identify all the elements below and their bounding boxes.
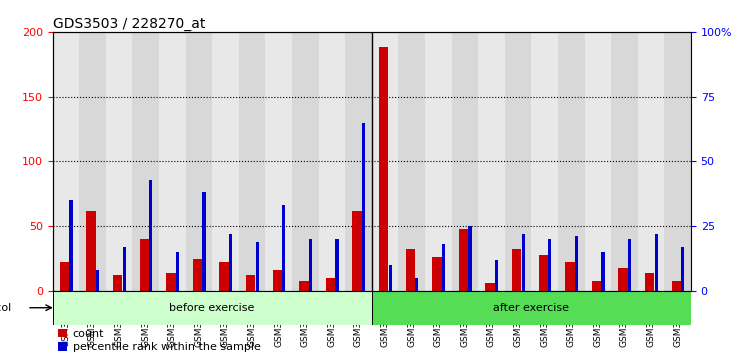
Bar [379, 47, 388, 291]
Bar [442, 244, 445, 291]
Bar [229, 234, 232, 291]
Bar [122, 247, 126, 291]
Bar [512, 250, 521, 291]
Text: protocol: protocol [0, 303, 11, 313]
Bar [575, 236, 578, 291]
Bar [372, 32, 398, 291]
Bar [522, 234, 525, 291]
Bar [628, 239, 631, 291]
Bar [406, 250, 415, 291]
Bar [166, 273, 176, 291]
Bar [203, 193, 206, 291]
Text: GDS3503 / 228270_at: GDS3503 / 228270_at [53, 17, 205, 31]
Bar [255, 242, 259, 291]
Bar [86, 211, 96, 291]
Bar [558, 32, 584, 291]
Bar [292, 32, 318, 291]
Bar [478, 32, 505, 291]
Bar [584, 32, 611, 291]
Bar [592, 280, 601, 291]
Bar [398, 32, 425, 291]
Bar [495, 260, 498, 291]
Bar [459, 229, 468, 291]
Bar [505, 32, 532, 291]
Bar [159, 32, 185, 291]
Bar [538, 255, 548, 291]
Bar [149, 179, 152, 291]
Bar [451, 32, 478, 291]
Bar [336, 239, 339, 291]
Bar [611, 32, 638, 291]
Bar [219, 262, 229, 291]
Bar [645, 273, 654, 291]
Bar [60, 262, 69, 291]
Bar [299, 280, 309, 291]
Bar [53, 291, 372, 325]
Bar [185, 32, 213, 291]
Bar [246, 275, 255, 291]
Bar [239, 32, 265, 291]
Bar [132, 32, 159, 291]
Bar [485, 283, 495, 291]
Bar [388, 265, 392, 291]
Bar [681, 247, 684, 291]
Bar [176, 252, 179, 291]
Bar [326, 278, 335, 291]
Bar [566, 262, 575, 291]
Bar [352, 211, 362, 291]
Bar [618, 268, 628, 291]
Bar [282, 205, 285, 291]
Bar [273, 270, 282, 291]
Bar [671, 280, 681, 291]
Bar [433, 257, 442, 291]
Bar [213, 32, 239, 291]
Bar [469, 226, 472, 291]
Bar [638, 32, 665, 291]
Text: after exercise: after exercise [493, 303, 569, 313]
Bar [665, 32, 691, 291]
Bar [318, 32, 345, 291]
Bar [113, 275, 122, 291]
Bar [309, 239, 312, 291]
Bar [532, 32, 558, 291]
Legend: count, percentile rank within the sample: count, percentile rank within the sample [58, 329, 261, 352]
Bar [265, 32, 292, 291]
Bar [69, 200, 73, 291]
Bar [425, 32, 451, 291]
Bar [79, 32, 106, 291]
Bar [362, 122, 365, 291]
Bar [106, 32, 132, 291]
Bar [548, 239, 551, 291]
Bar [602, 252, 605, 291]
Bar [655, 234, 658, 291]
Bar [193, 258, 202, 291]
Bar [140, 239, 149, 291]
Bar [345, 32, 372, 291]
Bar [53, 32, 79, 291]
Bar [415, 278, 418, 291]
Text: before exercise: before exercise [170, 303, 255, 313]
Bar [96, 270, 99, 291]
